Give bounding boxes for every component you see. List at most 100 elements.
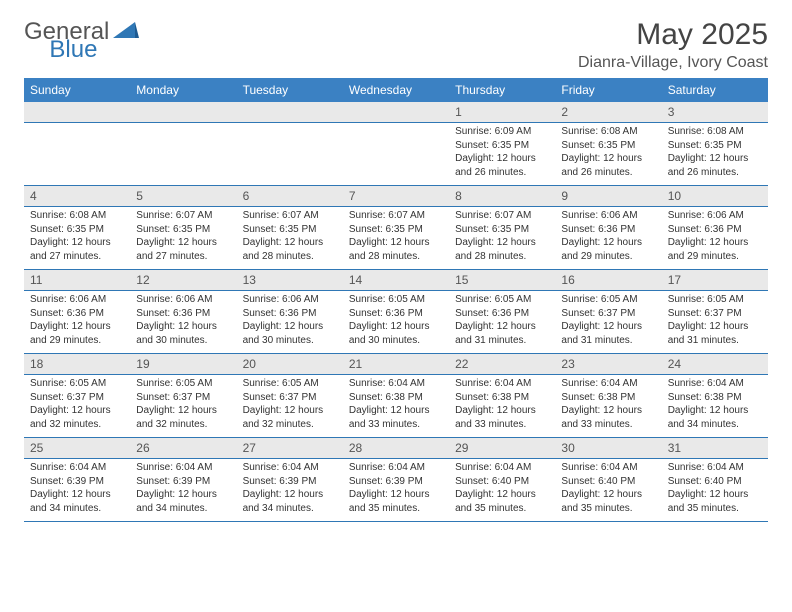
day-number (343, 102, 449, 108)
sunset-text: Sunset: 6:40 PM (561, 475, 655, 489)
daylight-text: Daylight: 12 hours and 31 minutes. (561, 320, 655, 347)
day-number: 9 (555, 186, 661, 206)
day-details-cell: Sunrise: 6:04 AMSunset: 6:40 PMDaylight:… (449, 459, 555, 522)
day-details: Sunrise: 6:08 AMSunset: 6:35 PMDaylight:… (662, 123, 768, 185)
sunset-text: Sunset: 6:35 PM (243, 223, 337, 237)
day-details-cell: Sunrise: 6:04 AMSunset: 6:40 PMDaylight:… (555, 459, 661, 522)
daylight-text: Daylight: 12 hours and 35 minutes. (455, 488, 549, 515)
daylight-text: Daylight: 12 hours and 30 minutes. (136, 320, 230, 347)
daylight-text: Daylight: 12 hours and 32 minutes. (136, 404, 230, 431)
day-details-cell: Sunrise: 6:06 AMSunset: 6:36 PMDaylight:… (237, 291, 343, 354)
day-details-cell: Sunrise: 6:05 AMSunset: 6:37 PMDaylight:… (24, 375, 130, 438)
sunrise-text: Sunrise: 6:06 AM (136, 293, 230, 307)
daylight-text: Daylight: 12 hours and 34 minutes. (243, 488, 337, 515)
sunset-text: Sunset: 6:39 PM (349, 475, 443, 489)
daylight-text: Daylight: 12 hours and 33 minutes. (561, 404, 655, 431)
daylight-text: Daylight: 12 hours and 29 minutes. (561, 236, 655, 263)
day-details-cell: Sunrise: 6:04 AMSunset: 6:39 PMDaylight:… (130, 459, 236, 522)
day-details-cell: Sunrise: 6:08 AMSunset: 6:35 PMDaylight:… (662, 123, 768, 186)
calendar-table: Sunday Monday Tuesday Wednesday Thursday… (24, 78, 768, 522)
sunrise-text: Sunrise: 6:04 AM (668, 377, 762, 391)
day-number (24, 102, 130, 108)
sunrise-text: Sunrise: 6:06 AM (243, 293, 337, 307)
day-details-cell: Sunrise: 6:06 AMSunset: 6:36 PMDaylight:… (662, 207, 768, 270)
day-details (24, 123, 130, 185)
day-details-cell: Sunrise: 6:04 AMSunset: 6:39 PMDaylight:… (343, 459, 449, 522)
weekday-header-row: Sunday Monday Tuesday Wednesday Thursday… (24, 78, 768, 102)
daylight-text: Daylight: 12 hours and 29 minutes. (668, 236, 762, 263)
daynum-row: 45678910 (24, 186, 768, 207)
daylight-text: Daylight: 12 hours and 35 minutes. (668, 488, 762, 515)
day-details: Sunrise: 6:04 AMSunset: 6:40 PMDaylight:… (555, 459, 661, 521)
day-details: Sunrise: 6:04 AMSunset: 6:39 PMDaylight:… (24, 459, 130, 521)
day-details: Sunrise: 6:07 AMSunset: 6:35 PMDaylight:… (130, 207, 236, 269)
sunset-text: Sunset: 6:37 PM (668, 307, 762, 321)
day-number: 12 (130, 270, 236, 290)
details-row: Sunrise: 6:04 AM Sunset: 6:39 PM Daylight:… (24, 459, 768, 522)
day-details: Sunrise: 6:05 AMSunset: 6:37 PMDaylight:… (662, 291, 768, 353)
weekday-header: Monday (130, 78, 236, 102)
day-details-cell: Sunrise: 6:04 AMSunset: 6:39 PMDaylight:… (237, 459, 343, 522)
sunrise-text: Sunrise: 6:05 AM (455, 293, 549, 307)
month-title: May 2025 (578, 18, 768, 52)
sunset-text: Sunset: 6:37 PM (30, 391, 124, 405)
title-block: May 2025 Dianra-Village, Ivory Coast (578, 18, 768, 72)
day-number: 28 (343, 438, 449, 458)
day-number: 11 (24, 270, 130, 290)
day-details: Sunrise: 6:08 AMSunset: 6:35 PMDaylight:… (555, 123, 661, 185)
day-details-cell (130, 123, 236, 186)
sunset-text: Sunset: 6:35 PM (349, 223, 443, 237)
sunset-text: Sunset: 6:36 PM (561, 223, 655, 237)
day-number: 30 (555, 438, 661, 458)
day-details-cell: Sunrise: 6:09 AMSunset: 6:35 PMDaylight:… (449, 123, 555, 186)
day-details: Sunrise: 6:04 AMSunset: 6:39 PMDaylight:… (343, 459, 449, 521)
day-number-cell: 30 (555, 438, 661, 459)
day-details: Sunrise: 6:07 AMSunset: 6:35 PMDaylight:… (449, 207, 555, 269)
sunset-text: Sunset: 6:35 PM (30, 223, 124, 237)
sunrise-text: Sunrise: 6:08 AM (668, 125, 762, 139)
sunrise-text: Sunrise: 6:04 AM (561, 461, 655, 475)
day-number: 7 (343, 186, 449, 206)
day-number-cell: 1 (449, 102, 555, 123)
weekday-header: Wednesday (343, 78, 449, 102)
day-number-cell (24, 102, 130, 123)
sunrise-text: Sunrise: 6:06 AM (30, 293, 124, 307)
sunrise-text: Sunrise: 6:06 AM (561, 209, 655, 223)
day-details (130, 123, 236, 185)
day-details-cell: Sunrise: 6:05 AMSunset: 6:36 PMDaylight:… (343, 291, 449, 354)
day-number-cell: 26 (130, 438, 236, 459)
sunrise-text: Sunrise: 6:04 AM (136, 461, 230, 475)
day-number: 29 (449, 438, 555, 458)
day-details: Sunrise: 6:04 AMSunset: 6:39 PMDaylight:… (130, 459, 236, 521)
day-number: 21 (343, 354, 449, 374)
details-row: Sunrise: 6:06 AMSunset: 6:36 PMDaylight:… (24, 291, 768, 354)
day-details-cell: Sunrise: 6:07 AMSunset: 6:35 PMDaylight:… (237, 207, 343, 270)
day-number-cell: 6 (237, 186, 343, 207)
day-details: Sunrise: 6:09 AMSunset: 6:35 PMDaylight:… (449, 123, 555, 185)
day-details: Sunrise: 6:04 AMSunset: 6:39 PMDaylight:… (237, 459, 343, 521)
day-details-cell: Sunrise: 6:05 AMSunset: 6:37 PMDaylight:… (555, 291, 661, 354)
sunrise-text: Sunrise: 6:04 AM (455, 377, 549, 391)
day-number-cell: 14 (343, 270, 449, 291)
day-number: 22 (449, 354, 555, 374)
day-number (130, 102, 236, 108)
sunset-text: Sunset: 6:38 PM (561, 391, 655, 405)
sunset-text: Sunset: 6:38 PM (349, 391, 443, 405)
daylight-text: Daylight: 12 hours and 28 minutes. (243, 236, 337, 263)
details-row: Sunrise: 6:05 AMSunset: 6:37 PMDaylight:… (24, 375, 768, 438)
day-number: 1 (449, 102, 555, 122)
day-details: Sunrise: 6:06 AMSunset: 6:36 PMDaylight:… (555, 207, 661, 269)
day-details-cell: Sunrise: 6:04 AMSunset: 6:38 PMDaylight:… (555, 375, 661, 438)
day-number-cell: 4 (24, 186, 130, 207)
daylight-text: Daylight: 12 hours and 34 minutes. (668, 404, 762, 431)
day-number-cell: 9 (555, 186, 661, 207)
weekday-header: Thursday (449, 78, 555, 102)
sunset-text: Sunset: 6:37 PM (136, 391, 230, 405)
sunrise-text: Sunrise: 6:04 AM (243, 461, 337, 475)
header: General Blue May 2025 Dianra-Village, Iv… (24, 18, 768, 72)
sunset-text: Sunset: 6:36 PM (668, 223, 762, 237)
sunset-text: Sunset: 6:40 PM (455, 475, 549, 489)
day-details: Sunrise: 6:06 AMSunset: 6:36 PMDaylight:… (24, 291, 130, 353)
day-details: Sunrise: 6:05 AMSunset: 6:36 PMDaylight:… (343, 291, 449, 353)
details-row: Sunrise: 6:08 AMSunset: 6:35 PMDaylight:… (24, 207, 768, 270)
